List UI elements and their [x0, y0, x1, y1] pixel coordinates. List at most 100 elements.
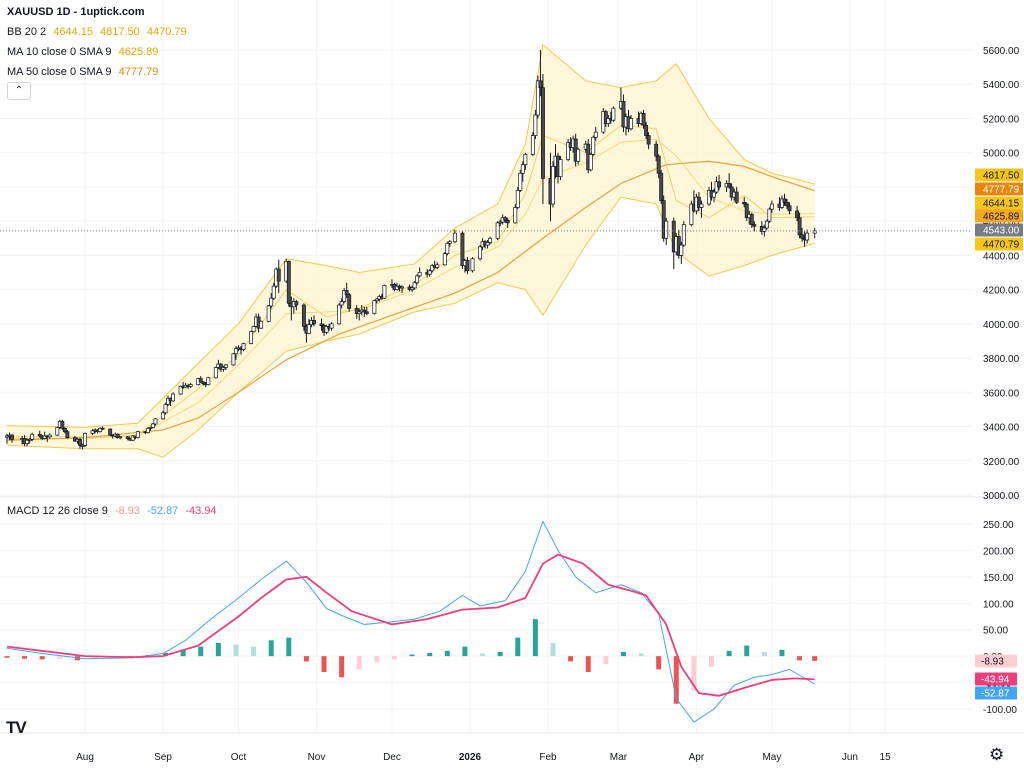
macd-histogram-bar[interactable]	[427, 652, 433, 657]
candle-body[interactable]	[83, 433, 87, 446]
macd-histogram-bar[interactable]	[691, 656, 697, 691]
candle-body[interactable]	[641, 112, 646, 126]
macd-histogram-bar[interactable]	[356, 656, 362, 670]
macd-histogram-bar[interactable]	[779, 649, 785, 657]
macd-histogram-bar[interactable]	[585, 656, 591, 672]
candle-body[interactable]	[558, 159, 563, 178]
candle-body[interactable]	[276, 268, 281, 282]
candle-body[interactable]	[234, 348, 238, 355]
candle-body[interactable]	[505, 219, 510, 224]
macd-histogram-bar[interactable]	[286, 637, 292, 657]
tradingview-logo[interactable]: TV	[6, 718, 27, 737]
candle-body[interactable]	[588, 154, 593, 171]
gear-icon[interactable]: ⚙	[989, 745, 1005, 764]
candle-body[interactable]	[530, 135, 535, 155]
candle-body[interactable]	[412, 282, 417, 289]
candle-body[interactable]	[566, 142, 571, 160]
candle-body[interactable]	[344, 290, 349, 296]
candle-body[interactable]	[629, 118, 633, 130]
candle-body[interactable]	[696, 196, 701, 208]
candle-body[interactable]	[417, 272, 422, 277]
macd-histogram-bar[interactable]	[620, 651, 626, 657]
candle-body[interactable]	[60, 421, 65, 429]
candle-body[interactable]	[593, 131, 598, 138]
candle-body[interactable]	[681, 224, 686, 246]
candle-body[interactable]	[62, 427, 67, 433]
candle-body[interactable]	[427, 270, 432, 275]
macd-histogram-bar[interactable]	[726, 650, 732, 657]
candle-body[interactable]	[795, 210, 800, 219]
candle-body[interactable]	[115, 433, 120, 439]
macd-histogram-bar[interactable]	[812, 656, 818, 661]
candle-body[interactable]	[797, 217, 802, 236]
macd-histogram-bar[interactable]	[761, 651, 767, 657]
candle-body[interactable]	[241, 343, 246, 350]
macd-histogram-bar[interactable]	[251, 646, 257, 657]
candle-body[interactable]	[780, 198, 784, 208]
candle-body[interactable]	[664, 220, 669, 239]
candle-body[interactable]	[742, 201, 747, 205]
macd-histogram-bar[interactable]	[444, 650, 450, 657]
candle-body[interactable]	[342, 290, 347, 302]
ma50-line[interactable]	[6, 160, 815, 441]
macd-histogram-bar[interactable]	[39, 656, 45, 660]
candle-body[interactable]	[37, 433, 42, 437]
candle-body[interactable]	[656, 155, 661, 174]
candle-body[interactable]	[80, 445, 85, 447]
bb-lower-line[interactable]	[6, 196, 815, 458]
macd-histogram-bar[interactable]	[180, 649, 186, 657]
candle-body[interactable]	[78, 439, 82, 446]
collapse-legend-button[interactable]: ⌃	[7, 82, 31, 100]
candle-body[interactable]	[148, 427, 153, 429]
candle-body[interactable]	[163, 403, 168, 414]
bb-upper-line[interactable]	[6, 43, 815, 428]
macd-histogram-bar[interactable]	[532, 619, 538, 657]
macd-histogram-bar[interactable]	[673, 656, 679, 704]
macd-histogram-bar[interactable]	[22, 656, 28, 659]
candle-body[interactable]	[30, 433, 35, 440]
candle-body[interactable]	[55, 427, 60, 436]
candle-body[interactable]	[495, 222, 500, 239]
macd-histogram-bar[interactable]	[603, 656, 609, 665]
candle-body[interactable]	[769, 203, 774, 210]
candle-body[interactable]	[445, 243, 450, 255]
macd-histogram-bar[interactable]	[409, 654, 415, 657]
candle-body[interactable]	[415, 275, 420, 284]
candle-body[interactable]	[269, 297, 274, 307]
candle-body[interactable]	[478, 246, 482, 260]
candle-body[interactable]	[374, 298, 379, 302]
candle-body[interactable]	[520, 164, 525, 174]
candle-body[interactable]	[65, 431, 70, 439]
candle-body[interactable]	[339, 301, 344, 306]
candle-body[interactable]	[485, 242, 490, 246]
candle-body[interactable]	[354, 308, 359, 314]
candle-body[interactable]	[465, 260, 470, 272]
candle-body[interactable]	[178, 385, 183, 395]
candle-body[interactable]	[503, 217, 508, 221]
candle-body[interactable]	[764, 220, 769, 229]
candle-body[interactable]	[251, 326, 256, 332]
candle-body[interactable]	[540, 87, 545, 179]
candle-body[interactable]	[150, 423, 155, 428]
candle-body[interactable]	[513, 207, 518, 224]
candle-body[interactable]	[329, 323, 334, 329]
macd-line[interactable]	[6, 520, 815, 723]
candle-body[interactable]	[231, 353, 236, 366]
candle-body[interactable]	[364, 311, 369, 314]
candle-body[interactable]	[5, 435, 9, 438]
macd-histogram-bar[interactable]	[57, 656, 63, 659]
candle-body[interactable]	[787, 205, 792, 212]
candle-body[interactable]	[603, 111, 608, 124]
candle-body[interactable]	[145, 427, 150, 433]
candle-body[interactable]	[198, 378, 203, 383]
candle-body[interactable]	[785, 201, 789, 207]
bb-legend[interactable]: BB 20 2 4644.15 4817.50 4470.79	[7, 26, 187, 38]
candle-body[interactable]	[324, 326, 329, 333]
candle-body[interactable]	[135, 431, 140, 439]
candle-body[interactable]	[47, 434, 52, 438]
macd-histogram-bar[interactable]	[268, 640, 274, 657]
candle-body[interactable]	[551, 166, 555, 205]
candle-body[interactable]	[125, 436, 130, 439]
candle-body[interactable]	[171, 393, 176, 402]
